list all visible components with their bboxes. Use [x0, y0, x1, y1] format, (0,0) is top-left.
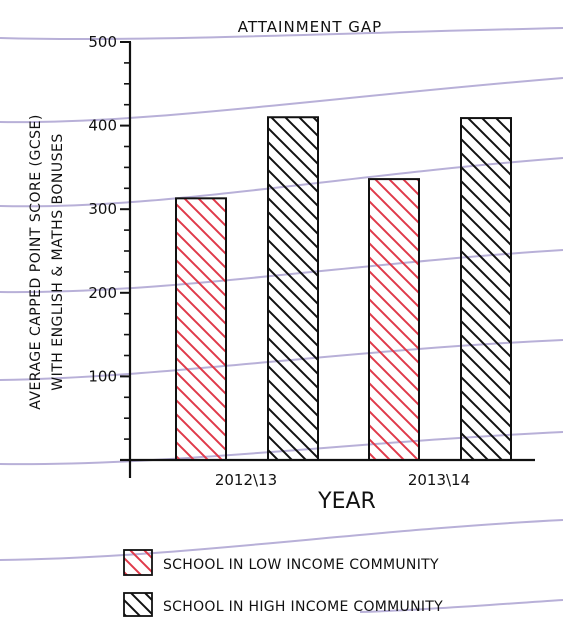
- bar-low-income-1: [175, 197, 227, 461]
- notebook-paper-lines: [0, 27, 563, 613]
- y-axis-ticks: 100 200 300 400 500: [88, 33, 131, 440]
- chart-title: ATTAINMENT GAP: [238, 18, 382, 36]
- x-category-label: 2012\13: [215, 471, 277, 489]
- legend-label-low-income: SCHOOL IN LOW INCOME COMMUNITY: [163, 557, 439, 573]
- x-axis-label: YEAR: [317, 489, 376, 514]
- paper-line: [359, 599, 563, 613]
- y-tick-label: 300: [88, 200, 117, 218]
- y-tick-label: 400: [88, 117, 117, 135]
- legend-swatch-low-income: [123, 549, 153, 576]
- y-tick-label: 500: [88, 33, 117, 51]
- legend: SCHOOL IN LOW INCOME COMMUNITY SCHOOL IN…: [123, 549, 443, 617]
- y-tick-label: 200: [88, 284, 117, 302]
- legend-swatch-high-income: [123, 592, 153, 617]
- bars: [175, 116, 512, 462]
- legend-item-low-income: SCHOOL IN LOW INCOME COMMUNITY: [123, 549, 439, 576]
- bar-low-income-2: [368, 178, 420, 461]
- y-axis-label-line-2: WITH ENGLISH & MATHS BONUSES: [50, 133, 66, 391]
- paper-line: [0, 77, 563, 124]
- paper-line: [0, 519, 563, 561]
- bar-high-income-1: [267, 116, 319, 462]
- paper-line: [0, 27, 563, 41]
- bar-high-income-2: [460, 117, 512, 462]
- x-category-label: 2013\14: [408, 471, 470, 489]
- legend-item-high-income: SCHOOL IN HIGH INCOME COMMUNITY: [123, 592, 443, 617]
- legend-label-high-income: SCHOOL IN HIGH INCOME COMMUNITY: [163, 599, 443, 615]
- y-axis-label-line-1: AVERAGE CAPPED POINT SCORE (GCSE): [28, 114, 44, 410]
- y-axis-label: AVERAGE CAPPED POINT SCORE (GCSE) WITH E…: [28, 114, 66, 410]
- y-tick-label: 100: [88, 367, 117, 385]
- x-axis-categories: 2012\13 2013\14: [215, 471, 470, 489]
